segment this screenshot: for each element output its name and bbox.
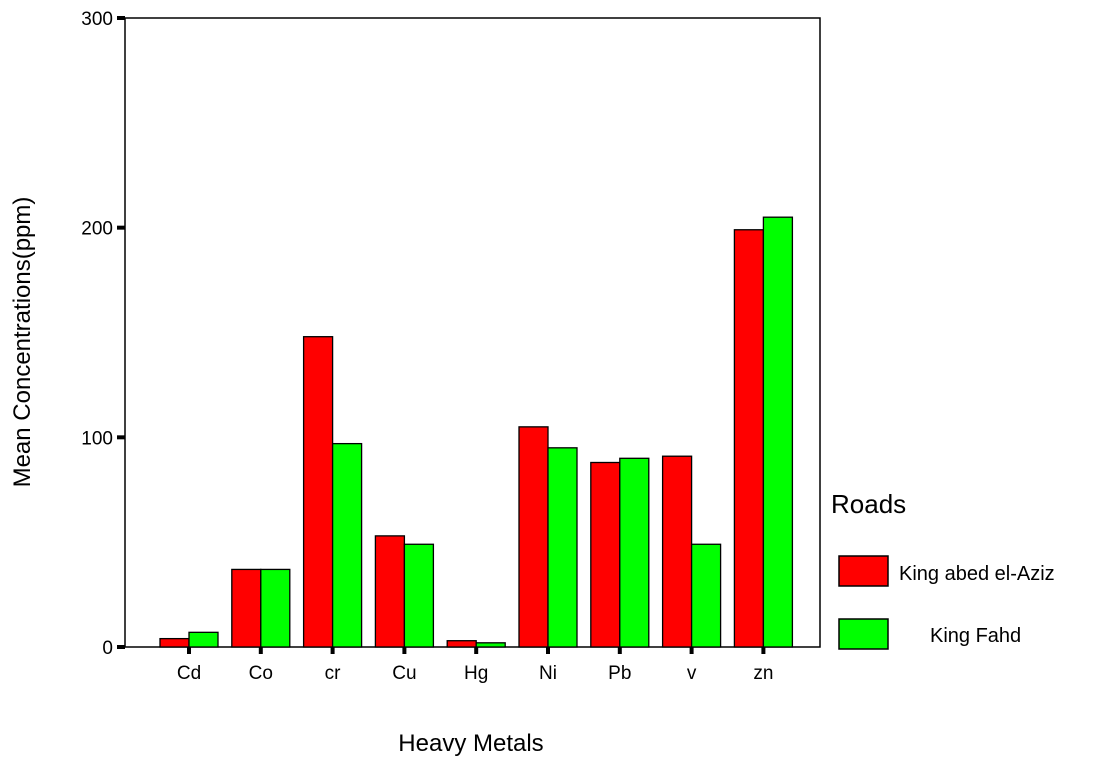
x-axis-title: Heavy Metals [398, 730, 543, 757]
x-tick-label: cr [325, 663, 342, 684]
bar-king-abed-el-aziz-cu [374, 535, 406, 648]
bar-king-abed-el-aziz-pb [590, 461, 621, 648]
x-tick-label: zn [753, 663, 773, 684]
legend-label-king-abed-el-aziz: King abed el-Aziz [899, 563, 1055, 585]
x-tick-label: Pb [608, 663, 631, 684]
bar-king-fahd-v [690, 543, 722, 648]
bar-king-abed-el-aziz-ni [518, 426, 549, 648]
bar-king-fahd-pb [619, 457, 650, 648]
bar-king-fahd-cu [403, 543, 435, 648]
x-tick-label: Cd [177, 663, 201, 684]
bar-king-fahd-hg [475, 642, 506, 648]
bar-king-fahd-zn [762, 216, 794, 648]
x-tick-label: Cu [392, 663, 416, 684]
legend-label-king-fahd: King Fahd [930, 625, 1021, 647]
x-tick-label: v [687, 663, 697, 684]
bar-king-fahd-cd [188, 631, 219, 648]
x-tick-label: Ni [539, 663, 557, 684]
x-axis-ticks: Cd Co cr Cu Hg Ni Pb v zn [177, 647, 773, 684]
legend-swatch-king-fahd [838, 618, 889, 650]
legend-swatch-king-abed-el-aziz [838, 555, 889, 587]
y-tick-label: 100 [81, 428, 113, 449]
x-tick-label: Co [249, 663, 273, 684]
x-tick-label: Hg [464, 663, 488, 684]
bar-king-fahd-co [260, 568, 291, 648]
bar-king-abed-el-aziz-co [231, 568, 262, 648]
y-axis-ticks: 0 100 200 300 [81, 9, 125, 659]
bar-king-abed-el-aziz-v [661, 455, 693, 648]
bar-king-fahd-ni [547, 447, 578, 648]
y-tick-label: 200 [81, 219, 113, 240]
bar-king-abed-el-aziz-cd [159, 637, 190, 648]
legend-title: Roads [831, 489, 906, 519]
bars [159, 216, 794, 648]
bar-king-abed-el-aziz-zn [733, 229, 765, 648]
legend: Roads King abed el-Aziz King Fahd [831, 489, 1055, 650]
bar-king-abed-el-aziz-hg [446, 640, 477, 648]
y-axis-title: Mean Concentrations(ppm) [9, 197, 36, 488]
bar-king-abed-el-aziz-cr [302, 336, 334, 648]
y-tick-label: 0 [102, 638, 113, 659]
y-tick-label: 300 [81, 9, 113, 30]
bar-king-fahd-cr [331, 442, 363, 648]
